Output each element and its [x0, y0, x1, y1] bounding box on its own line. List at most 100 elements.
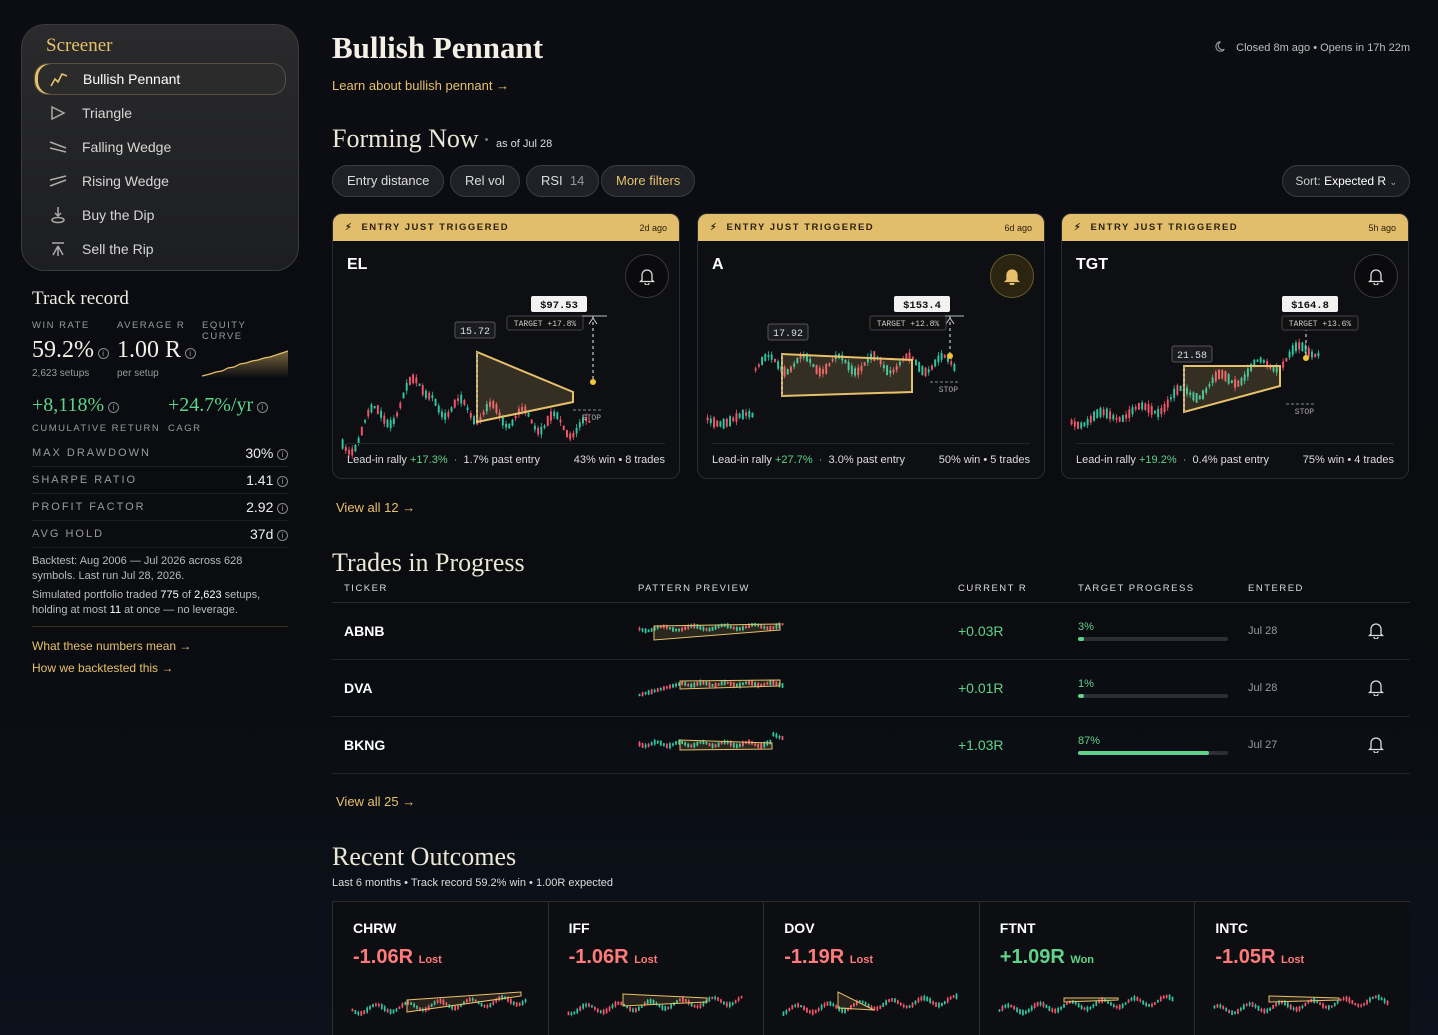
table-row[interactable]: DVA +0.01R 1% Jul 28 [332, 660, 1410, 717]
stat-profit-factor: PROFIT FACTOR 2.92 i [32, 494, 288, 521]
pattern-chart: STOP $153.4 TARGET +12.8% 17.92 [706, 296, 964, 430]
sidebar-item-sell-the-rip[interactable]: Sell the Rip [34, 233, 286, 265]
setup-card[interactable]: ⚡︎ ENTRY JUST TRIGGERED 5h ago TGT STOP … [1061, 213, 1409, 479]
info-icon[interactable]: i [256, 402, 268, 414]
candles [341, 373, 591, 459]
row-entered: Jul 28 [1248, 682, 1278, 694]
equity-curve-label: EQUITY CURVE [202, 320, 247, 342]
row-current-r: +0.01R [958, 680, 1004, 696]
avg-r-value: 1.00 R [117, 337, 182, 363]
outcome-result: -1.06R Lost [568, 946, 658, 968]
info-icon[interactable]: i [277, 449, 288, 461]
bell-icon[interactable] [1367, 736, 1385, 756]
more-filters-button[interactable]: More filters [601, 165, 696, 197]
pole-height: 15.72 [460, 327, 490, 338]
pennant-shape [781, 352, 913, 398]
view-all-trades-link[interactable]: View all 25 → [336, 794, 416, 809]
win-rate-value: 59.2% [32, 337, 94, 363]
target-progress: 3% [1078, 621, 1248, 641]
buy-dip-icon [48, 205, 68, 225]
row-ticker: ABNB [344, 623, 385, 639]
pattern-chart: STOP $97.53 TARGET +17.8% 15.72 [341, 296, 607, 459]
how-we-backtested-link[interactable]: How we backtested this → [32, 661, 174, 675]
target-pct: TARGET +12.8% [877, 320, 940, 329]
card-footer: Lead-in rally +27.7% · 3.0% past entry 5… [712, 443, 1030, 466]
pattern-preview [638, 621, 784, 641]
outcome-sparkline [351, 991, 527, 1017]
sidebar-item-falling-wedge[interactable]: Falling Wedge [34, 131, 286, 163]
outcome-card[interactable]: INTC -1.05R Lost [1194, 901, 1410, 1035]
track-record: Track record WIN RATE 59.2% i 2,623 setu… [32, 288, 289, 675]
equity-curve-sparkline [201, 350, 289, 378]
falling-wedge-icon [48, 137, 68, 157]
cumulative-return-label: CUMULATIVE RETURN [32, 423, 161, 434]
table-row[interactable]: ABNB +0.03R 3% Jul 28 [332, 603, 1410, 660]
target-progress: 1% [1078, 678, 1248, 698]
sidebar-item-buy-the-dip[interactable]: Buy the Dip [34, 199, 286, 231]
sell-rip-icon [48, 239, 68, 259]
chevron-down-icon: ⌄ [1389, 177, 1397, 187]
sort-dropdown[interactable]: Sort: Expected R ⌄ [1282, 165, 1410, 197]
outcome-ticker: DOV [784, 920, 815, 936]
info-icon[interactable]: i [277, 530, 288, 542]
info-icon[interactable]: i [97, 348, 109, 360]
outcome-result: +1.09R Won [999, 946, 1095, 968]
avg-r-label: AVERAGE R [117, 320, 186, 331]
info-icon[interactable]: i [107, 402, 119, 414]
forming-now-title: Forming Now [332, 124, 479, 153]
stat-max-drawdown: MAX DRAWDOWN 30% i [32, 440, 288, 467]
outcome-card[interactable]: IFF -1.06R Lost [547, 901, 764, 1035]
what-numbers-mean-link[interactable]: What these numbers mean → [32, 639, 192, 653]
sidebar-item-rising-wedge[interactable]: Rising Wedge [34, 165, 286, 197]
trades-in-progress-title: Trades in Progress [332, 548, 525, 577]
recent-outcomes-subtitle: Last 6 months • Track record 59.2% win •… [332, 877, 614, 889]
sidebar-item-label: Bullish Pennant [83, 71, 181, 87]
entry-dot [1303, 355, 1309, 361]
entry-dot [947, 353, 953, 359]
filter-entry-distance[interactable]: Entry distance [332, 165, 445, 197]
sidebar-item-bullish-pennant[interactable]: Bullish Pennant [34, 63, 286, 95]
pattern-chart: STOP $164.8 TARGET +13.6% 21.58 [1070, 296, 1359, 431]
outcome-ticker: CHRW [353, 920, 397, 936]
target-price: $153.4 [903, 300, 941, 312]
info-icon[interactable]: i [277, 503, 288, 515]
outcome-card[interactable]: CHRW -1.06R Lost [332, 901, 548, 1035]
stop-label: STOP [1295, 408, 1314, 417]
win-rate-label: WIN RATE [32, 320, 90, 331]
row-ticker: BKNG [344, 737, 386, 753]
view-all-forming-link[interactable]: View all 12 → [336, 500, 416, 515]
table-row[interactable]: BKNG +1.03R 87% Jul 27 [332, 717, 1410, 774]
outcome-ticker: IFF [568, 920, 590, 936]
card-status-band: ⚡︎ ENTRY JUST TRIGGERED 5h ago [1062, 214, 1408, 241]
card-footer: Lead-in rally +19.2% · 0.4% past entry 7… [1076, 443, 1394, 466]
bell-icon[interactable] [1354, 254, 1398, 298]
outcome-card[interactable]: FTNT +1.09R Won [978, 901, 1195, 1035]
sidebar-item-triangle[interactable]: Triangle [34, 97, 286, 129]
pole-height: 21.58 [1177, 351, 1207, 362]
setup-card[interactable]: ⚡︎ ENTRY JUST TRIGGERED 6d ago A STOP $1… [697, 213, 1045, 479]
outcome-card[interactable]: DOV -1.19R Lost [763, 901, 979, 1035]
outcome-ticker: INTC [1215, 920, 1249, 936]
info-icon[interactable]: i [277, 476, 288, 488]
bell-icon[interactable] [1367, 679, 1385, 699]
learn-link[interactable]: Learn about bullish pennant → [332, 78, 510, 93]
card-footer: Lead-in rally +17.3% · 1.7% past entry 4… [347, 443, 665, 466]
filter-rel-vol[interactable]: Rel vol [450, 165, 520, 197]
filter-rsi[interactable]: RSI 14 [526, 165, 600, 197]
bolt-icon: ⚡︎ [1074, 222, 1083, 233]
stat-avg-hold: AVG HOLD 37d i [32, 521, 288, 548]
bolt-icon: ⚡︎ [710, 222, 719, 233]
pennant-icon [49, 69, 69, 89]
pole-height: 17.92 [773, 329, 803, 340]
setup-card[interactable]: ⚡︎ ENTRY JUST TRIGGERED 2d ago EL STOP $… [332, 213, 680, 479]
outcome-sparkline [567, 993, 743, 1017]
bell-icon[interactable] [990, 254, 1034, 298]
portfolio-note: Simulated portfolio traded 775 of 2,623 … [32, 588, 288, 627]
cagr-label: CAGR [168, 423, 202, 434]
info-icon[interactable]: i [184, 348, 196, 360]
bell-icon[interactable] [625, 254, 669, 298]
bell-icon[interactable] [1367, 622, 1385, 642]
card-status-band: ⚡︎ ENTRY JUST TRIGGERED 2d ago [333, 214, 679, 241]
target-progress: 87% [1078, 735, 1248, 755]
pennant-shape [1183, 365, 1281, 414]
